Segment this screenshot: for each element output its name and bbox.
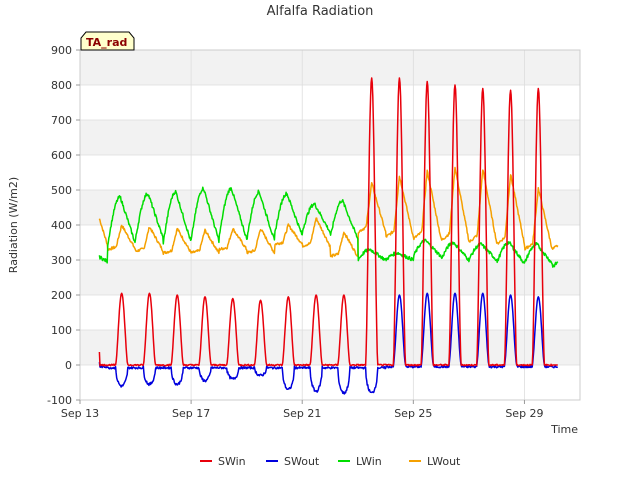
- ta-rad-tag: TA_rad: [80, 31, 135, 51]
- series-line-swout: [98, 292, 559, 395]
- y-tick-label: 800: [51, 79, 72, 92]
- y-tick-label: 900: [51, 44, 72, 57]
- y-tick-label: 200: [51, 289, 72, 302]
- plot-band: [80, 50, 580, 85]
- x-axis-ticks: Sep 13 Sep 17 Sep 21 Sep 25 Sep 29: [61, 400, 544, 420]
- plot-band: [80, 120, 580, 155]
- y-tick-label: 500: [51, 184, 72, 197]
- series-layer: [98, 77, 559, 395]
- y-tick-label: 600: [51, 149, 72, 162]
- series-line-lwin: [98, 186, 559, 268]
- y-tick-label: 0: [65, 359, 72, 372]
- x-axis-title: Time: [550, 423, 578, 436]
- ta-rad-tag-label: TA_rad: [86, 36, 127, 49]
- legend-item-swin: SWin: [200, 455, 246, 468]
- plot-band: [80, 260, 580, 295]
- chart-title: Alfalfa Radiation: [267, 4, 374, 19]
- legend-label: SWin: [218, 455, 246, 468]
- series-line-lwout: [98, 166, 559, 258]
- y-tick-label: 300: [51, 254, 72, 267]
- legend-label: LWin: [356, 455, 382, 468]
- legend-label: SWout: [284, 455, 320, 468]
- y-tick-label: 400: [51, 219, 72, 232]
- plot-band: [80, 190, 580, 225]
- x-tick-label: Sep 25: [394, 407, 432, 420]
- ta-rad-tag-box: [80, 31, 135, 51]
- x-tick-label: Sep 13: [61, 407, 99, 420]
- legend-item-swout: SWout: [266, 455, 320, 468]
- y-axis-ticks: -100 0 100 200 300 400 500 600 700 800 900: [47, 44, 80, 407]
- y-tick-label: 700: [51, 114, 72, 127]
- legend-item-lwout: LWout: [409, 455, 461, 468]
- plot-band: [80, 330, 580, 365]
- series-line-swin: [98, 77, 558, 367]
- y-axis-title: Radiation (W/m2): [7, 177, 20, 273]
- x-tick-label: Sep 29: [505, 407, 543, 420]
- y-tick-label: -100: [47, 394, 72, 407]
- x-tick-label: Sep 21: [283, 407, 321, 420]
- legend-label: LWout: [427, 455, 461, 468]
- legend: SWin SWout LWin LWout: [200, 455, 461, 468]
- x-tick-label: Sep 17: [172, 407, 210, 420]
- y-tick-label: 100: [51, 324, 72, 337]
- legend-item-lwin: LWin: [338, 455, 382, 468]
